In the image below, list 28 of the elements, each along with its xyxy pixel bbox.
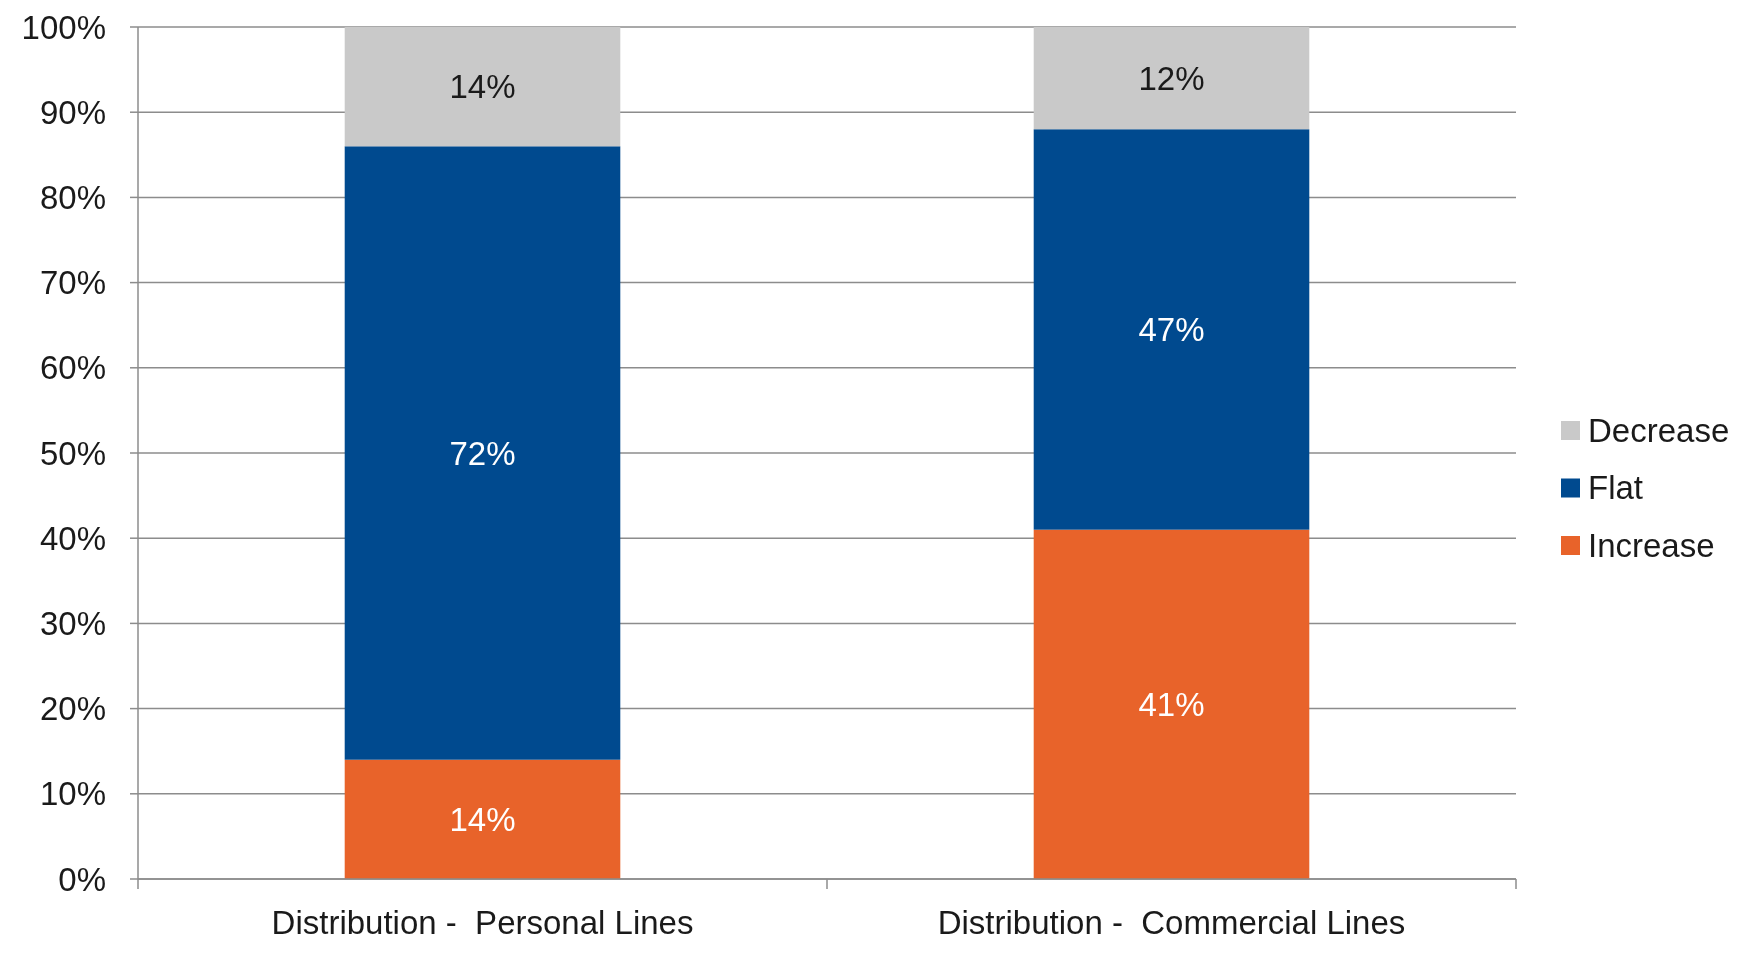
bar	[1033, 529, 1310, 879]
text: 41%	[1138, 685, 1205, 723]
bar	[344, 27, 621, 147]
x-tick-label: Distribution - Commercial Lines	[937, 904, 1406, 941]
y-tick-label: 100%	[21, 8, 106, 46]
text: 14%	[449, 800, 516, 838]
bar	[344, 146, 621, 760]
y-tick-label: 50%	[39, 434, 106, 472]
y-tick-label: 10%	[39, 775, 106, 813]
y-tick-label: 80%	[39, 178, 106, 216]
bar	[1033, 27, 1310, 130]
y-tick-label: 90%	[39, 93, 106, 131]
y-tick-label: 60%	[39, 349, 106, 387]
x-tick-label: Distribution - Personal Lines	[271, 904, 694, 941]
y-tick-label: 20%	[39, 690, 106, 728]
y-tick-label: 0%	[58, 860, 106, 898]
legend-label: Decrease	[1588, 411, 1730, 449]
text: 12%	[1138, 59, 1205, 97]
y-tick-label: 30%	[39, 604, 106, 642]
bar	[344, 759, 621, 879]
y-tick-label: 40%	[39, 519, 106, 557]
bar	[1033, 129, 1310, 530]
y-tick-label: 70%	[39, 264, 106, 302]
text: 47%	[1138, 311, 1205, 349]
text: 72%	[449, 434, 516, 472]
text: 14%	[449, 68, 516, 106]
legend-label: Increase	[1588, 526, 1715, 564]
legend-label: Flat	[1588, 469, 1644, 507]
